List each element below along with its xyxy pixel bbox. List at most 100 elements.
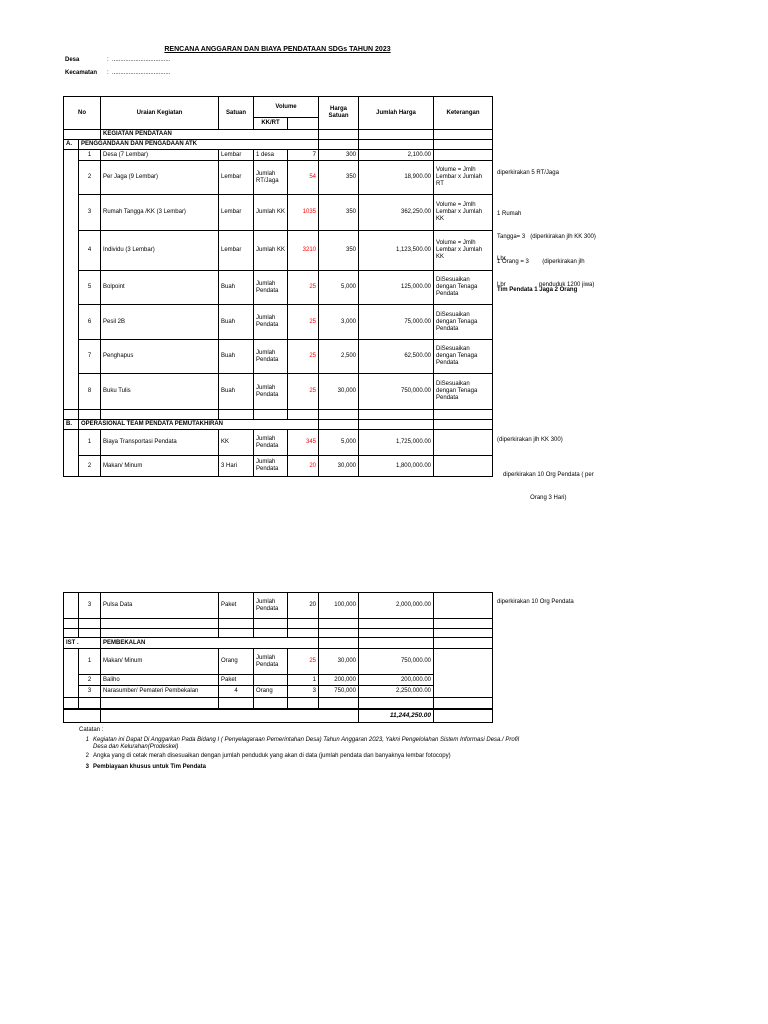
uraian-cell: Narasumber/ Pemateri Pembekalan bbox=[100, 685, 219, 698]
annotation-line: Lbr bbox=[497, 256, 506, 262]
item-number-cell: 7 bbox=[78, 339, 101, 374]
section-title: PENGGANDAAN DAN PENGADAAN ATK bbox=[77, 139, 320, 150]
uraian-cell: Rumah Tangga /KK (3 Lembar) bbox=[100, 194, 219, 231]
empty-cell bbox=[218, 618, 254, 629]
cell bbox=[433, 637, 493, 649]
section-row: A. PENGGANDAAN DAN PENGADAAN ATK bbox=[63, 139, 494, 150]
empty-cell bbox=[218, 409, 254, 420]
volume-value-cell: 25 bbox=[286, 304, 320, 340]
satuan-cell: Paket bbox=[218, 674, 254, 686]
volume-basis-cell: Orang bbox=[253, 685, 288, 698]
volume-value-cell: 20 bbox=[287, 592, 319, 619]
jumlah-harga-cell: 62,500.00 bbox=[358, 339, 435, 374]
cell bbox=[433, 707, 493, 723]
jumlah-harga-cell: 2,000,000.00 bbox=[358, 592, 434, 619]
group-row: KEGIATAN PENDATAAN bbox=[63, 129, 494, 140]
col-header-uraian: Uraian Kegiatan bbox=[100, 96, 219, 130]
harga-satuan-cell: 100,000 bbox=[318, 592, 359, 619]
empty-cell bbox=[358, 618, 434, 629]
col-header-satuan: Satuan bbox=[218, 96, 254, 130]
satuan-cell: Lembar bbox=[218, 160, 254, 195]
volume-value-cell: 25 bbox=[286, 373, 320, 410]
desa-value: : ................................... bbox=[107, 57, 171, 63]
annotation-line: Lbr penduduk 1200 jiwa) bbox=[497, 281, 595, 288]
note-number: 1 bbox=[85, 736, 89, 743]
empty-row bbox=[63, 618, 493, 629]
empty-cell bbox=[78, 697, 101, 709]
empty-cell bbox=[433, 618, 493, 629]
volume-value-cell: 1035 bbox=[286, 194, 320, 231]
uraian-cell: Buku Tulis bbox=[100, 373, 219, 410]
empty-cell bbox=[318, 409, 360, 420]
section-spacer-cell bbox=[63, 648, 79, 698]
item-number-cell: 2 bbox=[78, 455, 101, 477]
jumlah-harga-cell: 750,000.00 bbox=[358, 648, 434, 675]
table-row: 1 Makan/ Minum Orang Jumlah Pendata 25 30,000… bbox=[63, 648, 493, 698]
item-number-cell: 6 bbox=[78, 304, 101, 340]
cell bbox=[433, 419, 494, 430]
satuan-cell: Buah bbox=[218, 304, 254, 340]
volume-value-cell: 25 bbox=[286, 270, 320, 305]
satuan-cell: 3 Hari bbox=[218, 455, 254, 477]
table-row: 2 Makan/ Minum 3 Hari Jumlah Pendata 20 30,00… bbox=[64, 455, 494, 477]
volume-value-cell: 54 bbox=[286, 160, 320, 195]
empty-cell bbox=[218, 628, 254, 638]
section-spacer-cell bbox=[63, 429, 79, 477]
jumlah-harga-cell: 1,725,000.00 bbox=[358, 429, 435, 456]
note-text: Kegiatan ini Dapat Di Anggarkan Pada Bid… bbox=[93, 736, 520, 750]
notes-label: Catatan : bbox=[79, 727, 104, 733]
harga-satuan-cell: 30,000 bbox=[318, 455, 360, 477]
uraian-cell: Baliho bbox=[100, 674, 219, 686]
annotation-line: 1 Orang = 3 (diperkirakan jlh bbox=[497, 259, 585, 265]
empty-cell bbox=[78, 409, 101, 420]
notes-section: Catatan : 1 Kegiatan ini Dapat Di Anggar… bbox=[79, 727, 529, 771]
empty-cell bbox=[433, 628, 493, 638]
satuan-cell: 4 bbox=[218, 685, 254, 698]
volume-basis-cell: Jumlah Pendata bbox=[253, 455, 288, 477]
volume-value-cell: 3 bbox=[287, 685, 319, 698]
harga-satuan-cell: 350 bbox=[318, 160, 360, 195]
kecamatan-label: Kecamatan bbox=[65, 70, 98, 76]
harga-satuan-cell: 5,000 bbox=[318, 270, 360, 305]
volume-basis-cell: Jumlah KK bbox=[253, 194, 288, 231]
budget-table-block2: 3 Pulsa Data Paket Jumlah Pendata 20 100,000 2… bbox=[63, 592, 493, 723]
table-row: 8 Buku Tulis Buah Jumlah Pendata 25 30,000 750… bbox=[64, 373, 494, 410]
table-row: 2 Baliho Paket 1 200,000 200,000.00 bbox=[64, 674, 493, 686]
empty-cell bbox=[287, 697, 319, 709]
section-spacer-cell bbox=[63, 592, 79, 619]
volume-value-cell: 20 bbox=[286, 455, 320, 477]
volume-value-cell: 345 bbox=[286, 429, 320, 456]
section-spacer-cell bbox=[63, 149, 79, 410]
jumlah-harga-cell: 125,000.00 bbox=[358, 270, 435, 305]
empty-cell bbox=[433, 697, 493, 709]
cell bbox=[358, 129, 435, 140]
col-header-kkrt: KK/RT bbox=[253, 117, 288, 130]
section-letter: A. bbox=[63, 139, 79, 150]
uraian-cell: Biaya Transportasi Pendata bbox=[100, 429, 219, 456]
harga-satuan-cell: 750,000 bbox=[318, 685, 359, 698]
cell bbox=[433, 139, 494, 150]
item-number-cell: 4 bbox=[78, 230, 101, 271]
empty-cell bbox=[63, 628, 79, 638]
uraian-cell: Makan/ Minum bbox=[100, 648, 219, 675]
annotation-per-jaga: diperkirakan 5 RT/Jaga bbox=[497, 170, 559, 176]
note-number: 3 bbox=[85, 764, 89, 770]
desa-label: Desa bbox=[65, 57, 80, 63]
cell bbox=[318, 419, 360, 430]
item-number-cell: 3 bbox=[78, 194, 101, 231]
note-number: 2 bbox=[85, 753, 89, 759]
note-text: Angka yang di cetak merah disesuaikan de… bbox=[93, 753, 451, 759]
empty-cell bbox=[286, 409, 320, 420]
satuan-cell: Buah bbox=[218, 270, 254, 305]
cell bbox=[358, 637, 434, 649]
annotation-makan-minum: diperkirakan 10 Org Pendata ( per Orang … bbox=[503, 457, 594, 517]
uraian-cell: Pesil 2B bbox=[100, 304, 219, 340]
jumlah-harga-cell: 75,000.00 bbox=[358, 304, 435, 340]
group-title: KEGIATAN PENDATAAN bbox=[99, 129, 320, 140]
harga-satuan-cell: 30,000 bbox=[318, 373, 360, 410]
volume-basis-cell: Jumlah Pendata bbox=[253, 429, 288, 456]
empty-cell bbox=[358, 628, 434, 638]
empty-cell bbox=[100, 628, 219, 638]
empty-cell bbox=[100, 618, 219, 629]
